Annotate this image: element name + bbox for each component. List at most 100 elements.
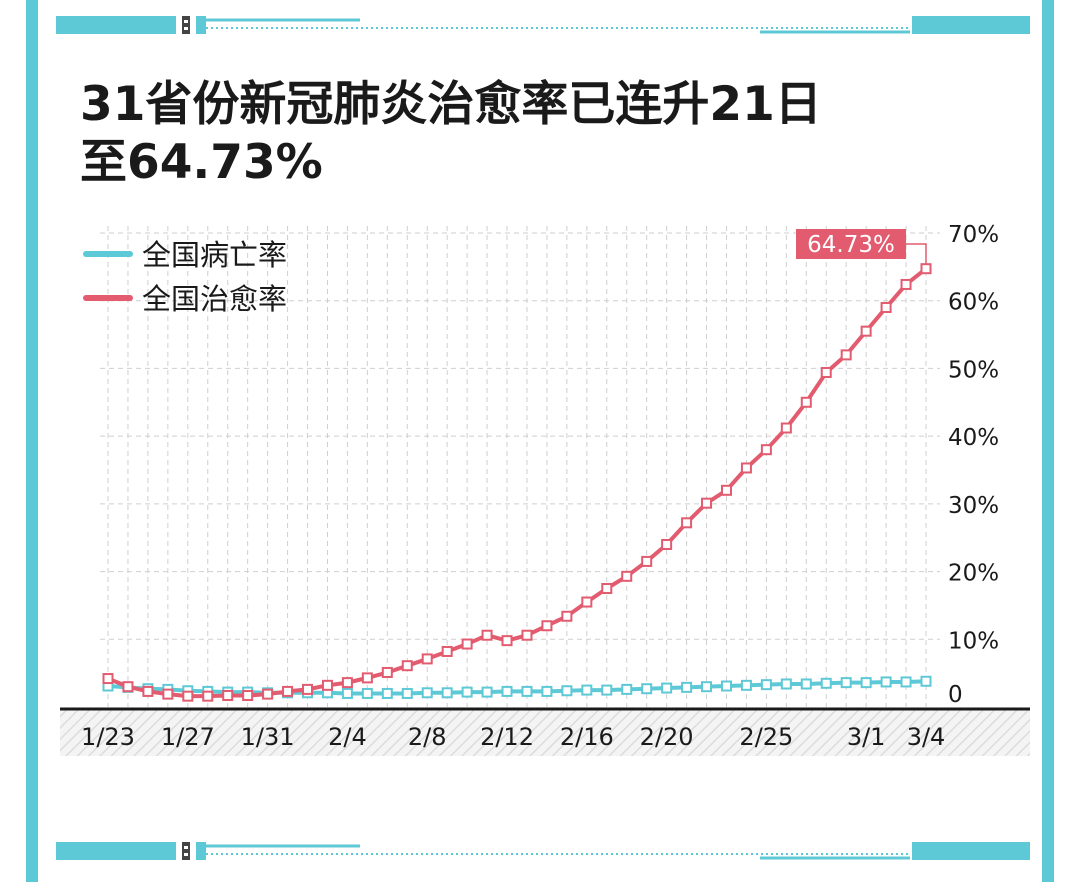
legend-label: 全国治愈率 (142, 282, 287, 316)
x-axis-hatched-band (60, 710, 1030, 756)
data-point (501, 635, 513, 647)
x-tick-label: 2/4 (328, 723, 367, 751)
data-point (601, 684, 613, 696)
x-tick-label: 1/27 (161, 723, 215, 751)
y-tick-label: 0 (948, 682, 963, 708)
data-point (282, 685, 294, 697)
left-frame-bar (26, 0, 38, 882)
data-point (681, 517, 693, 529)
y-tick-label: 70% (948, 222, 999, 248)
data-point (381, 666, 393, 678)
data-point (740, 679, 752, 691)
x-tick-label: 2/20 (640, 723, 694, 751)
data-point (621, 570, 633, 582)
x-tick-label: 2/16 (560, 723, 614, 751)
right-frame-bar (1042, 0, 1054, 882)
data-point (122, 681, 134, 693)
chart-grid (60, 226, 1030, 711)
data-point (561, 610, 573, 622)
data-point (900, 278, 912, 290)
data-point (461, 638, 473, 650)
top-decorative-band (0, 6, 1080, 46)
data-point (820, 677, 832, 689)
data-point (162, 688, 174, 700)
y-tick-label: 30% (948, 493, 999, 519)
y-tick-label: 20% (948, 561, 999, 587)
y-tick-label: 10% (948, 628, 999, 654)
data-point (501, 685, 513, 697)
data-point (780, 678, 792, 690)
x-tick-label: 2/25 (739, 723, 793, 751)
y-axis-ticks: 0 10% 20% 30% 40% 50% 60% 70% (948, 222, 999, 708)
x-tick-label: 2/12 (480, 723, 534, 751)
data-point (880, 301, 892, 313)
data-point (481, 686, 493, 698)
data-point (361, 687, 373, 699)
data-point (641, 683, 653, 695)
data-point (880, 676, 892, 688)
data-point (780, 422, 792, 434)
data-point (242, 689, 254, 701)
data-point (760, 444, 772, 456)
data-point (701, 681, 713, 693)
data-point (541, 620, 553, 632)
data-point (182, 690, 194, 702)
data-point (661, 538, 673, 550)
data-point (341, 687, 353, 699)
x-tick-label: 3/4 (907, 723, 946, 751)
data-point (641, 555, 653, 567)
chart-title: 31省份新冠肺炎治愈率已连升21日 至64.73% (80, 76, 980, 192)
data-point (262, 688, 274, 700)
data-point (920, 263, 932, 275)
data-point (561, 685, 573, 697)
data-point (900, 676, 912, 688)
data-point (840, 677, 852, 689)
data-point (421, 653, 433, 665)
annotation-box (796, 229, 906, 259)
y-tick-label: 40% (948, 425, 999, 451)
x-axis-ticks: 1/23 1/27 1/31 2/4 2/8 2/12 2/16 2/20 2/25 3/1 3/4 (81, 723, 945, 751)
data-point (441, 645, 453, 657)
data-point (401, 687, 413, 699)
data-point (860, 677, 872, 689)
data-point (481, 629, 493, 641)
data-point (681, 681, 693, 693)
data-point (461, 686, 473, 698)
x-tick-label: 3/1 (847, 723, 886, 751)
annotation-leader (906, 243, 927, 264)
data-point (740, 462, 752, 474)
data-point (202, 690, 214, 702)
annotation-layer: 64.73% (796, 229, 927, 264)
legend-label: 全国病亡率 (142, 238, 287, 272)
data-point (541, 685, 553, 697)
data-point (860, 325, 872, 337)
data-point (720, 484, 732, 496)
data-point (521, 685, 533, 697)
bottom-decorative-band (0, 832, 1080, 872)
data-point (521, 629, 533, 641)
data-point (800, 396, 812, 408)
data-point (401, 660, 413, 672)
data-point (661, 682, 673, 694)
data-point (760, 679, 772, 691)
data-point (621, 683, 633, 695)
data-point (601, 583, 613, 594)
x-tick-label: 2/8 (408, 723, 447, 751)
x-axis-band (60, 710, 1030, 756)
data-point (321, 679, 333, 691)
data-point (421, 687, 433, 699)
chart-title-line-2: 至64.73% (80, 135, 323, 190)
data-point (720, 680, 732, 692)
data-point (102, 673, 114, 685)
data-point (581, 596, 593, 608)
y-tick-label: 60% (948, 290, 999, 316)
data-point (341, 677, 353, 689)
data-point (302, 683, 314, 695)
line-chart: 0 10% 20% 30% 40% 50% 60% 70% 1/23 1/27 1/31 2/4 2/… (60, 222, 1030, 756)
data-point (581, 684, 593, 696)
data-point (701, 497, 713, 509)
series-layer (102, 263, 932, 702)
data-point (222, 689, 234, 701)
data-point (142, 685, 154, 697)
